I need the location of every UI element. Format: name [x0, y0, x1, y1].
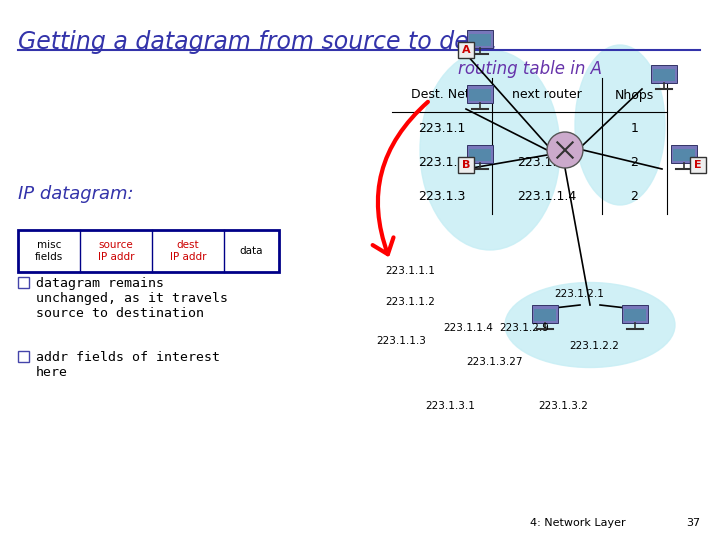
Text: routing table in A: routing table in A — [458, 60, 602, 78]
Bar — [690, 157, 706, 173]
Bar — [622, 306, 648, 323]
Bar — [653, 70, 675, 81]
Bar — [534, 309, 556, 321]
Text: next router: next router — [512, 89, 582, 102]
Text: source
IP addr: source IP addr — [98, 240, 134, 262]
Text: 223.1.2.9: 223.1.2.9 — [499, 323, 549, 333]
Ellipse shape — [420, 50, 560, 250]
Ellipse shape — [505, 282, 675, 368]
Text: IP datagram:: IP datagram: — [18, 185, 134, 203]
Text: 2: 2 — [631, 157, 639, 170]
Text: 223.1.1.2: 223.1.1.2 — [385, 298, 435, 307]
Bar — [469, 35, 491, 46]
Text: 37: 37 — [686, 518, 700, 528]
Bar — [458, 157, 474, 173]
Bar — [469, 90, 491, 101]
Bar — [458, 42, 474, 58]
Bar — [671, 145, 697, 163]
Text: 1: 1 — [631, 123, 639, 136]
Text: 223.1.1.4: 223.1.1.4 — [518, 191, 577, 204]
Text: E: E — [694, 160, 702, 170]
Text: 223.1.3.27: 223.1.3.27 — [467, 357, 523, 367]
Text: Nhops: Nhops — [615, 89, 654, 102]
Text: dest
IP addr: dest IP addr — [170, 240, 206, 262]
Text: 223.1.1.1: 223.1.1.1 — [385, 266, 435, 276]
Text: 223.1.3.1: 223.1.3.1 — [425, 401, 474, 411]
Bar — [18, 277, 29, 288]
Bar — [18, 230, 279, 272]
Ellipse shape — [575, 45, 665, 205]
Bar — [467, 30, 492, 48]
Text: 223.1.1.3: 223.1.1.3 — [376, 336, 426, 346]
Bar — [18, 351, 29, 362]
Text: 223.1.2.2: 223.1.2.2 — [569, 341, 618, 350]
Bar — [532, 306, 558, 323]
Text: Dest. Net.: Dest. Net. — [410, 89, 473, 102]
Text: A: A — [462, 45, 470, 55]
FancyArrowPatch shape — [373, 102, 428, 254]
Text: Getting a datagram from source to dest.: Getting a datagram from source to dest. — [18, 30, 498, 54]
Text: addr fields of interest
here: addr fields of interest here — [36, 351, 220, 379]
Bar — [469, 150, 491, 161]
Text: 4: Network Layer: 4: Network Layer — [530, 518, 626, 528]
Bar — [673, 150, 695, 161]
Circle shape — [547, 132, 583, 168]
Text: 2: 2 — [631, 191, 639, 204]
Text: data: data — [240, 246, 264, 256]
Text: 223.1.1.4: 223.1.1.4 — [518, 157, 577, 170]
Text: misc
fields: misc fields — [35, 240, 63, 262]
Text: 223.1.3: 223.1.3 — [418, 191, 466, 204]
Bar — [624, 309, 646, 321]
Text: B: B — [462, 160, 470, 170]
Bar — [467, 145, 492, 163]
Text: 223.1.3.2: 223.1.3.2 — [539, 401, 588, 411]
Text: 223.1.2: 223.1.2 — [418, 157, 466, 170]
Text: 223.1.2.1: 223.1.2.1 — [554, 289, 604, 299]
Text: 223.1.1: 223.1.1 — [418, 123, 466, 136]
Bar — [651, 65, 677, 83]
Text: 223.1.1.4: 223.1.1.4 — [443, 323, 492, 333]
Text: datagram remains
unchanged, as it travels
source to destination: datagram remains unchanged, as it travel… — [36, 277, 228, 320]
Bar — [467, 85, 492, 103]
